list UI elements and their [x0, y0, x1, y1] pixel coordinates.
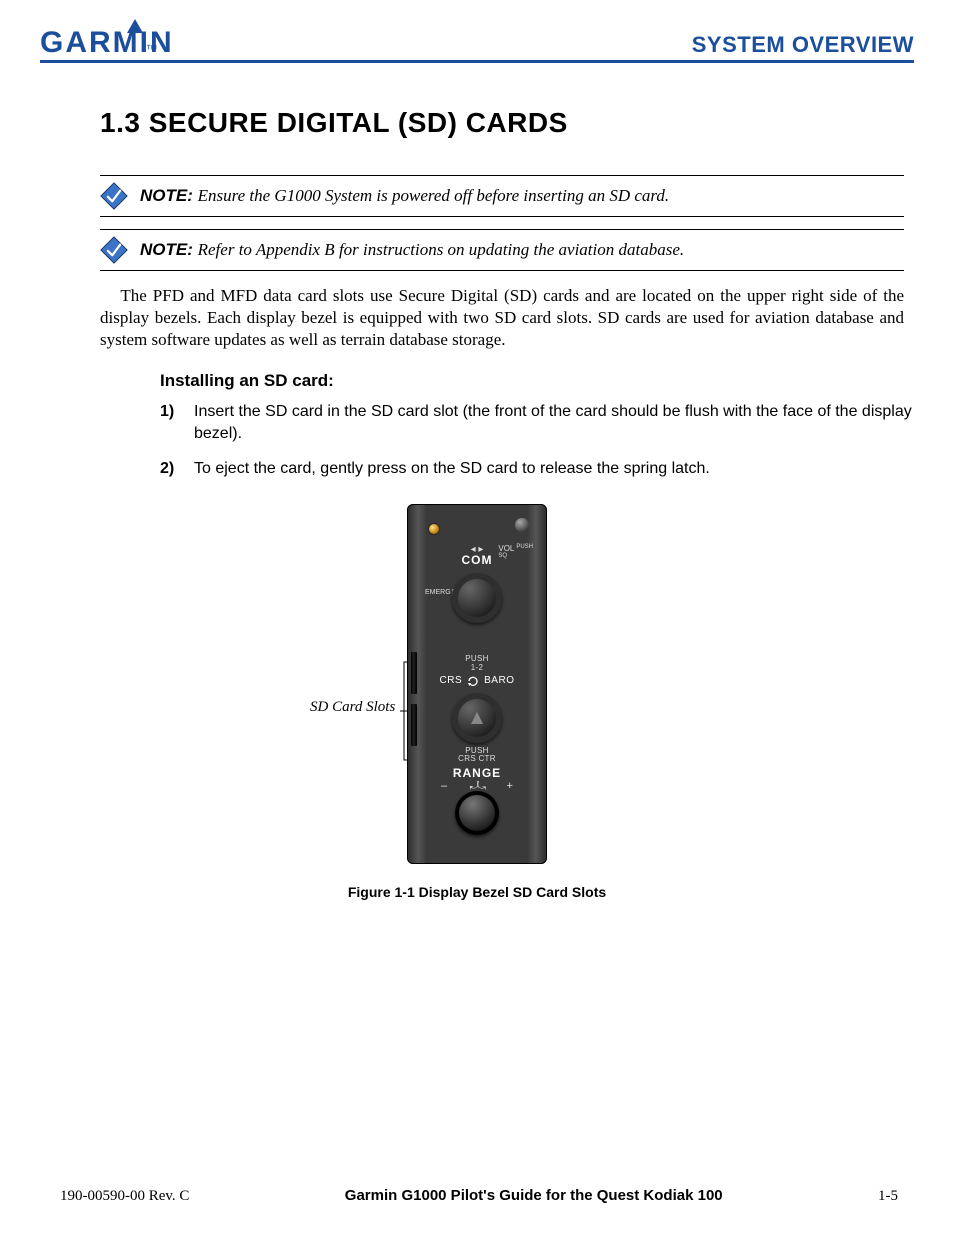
trademark-icon: ™ — [146, 42, 158, 56]
note-check-icon — [100, 182, 128, 210]
brand-logo: GARMIN ™ — [40, 28, 202, 58]
body-paragraph: The PFD and MFD data card slots use Secu… — [100, 285, 904, 351]
step-number: 1) — [160, 401, 180, 444]
plus-label: + — [507, 780, 513, 793]
push-crs-ctr-label: PUSH CRS CTR — [407, 747, 547, 765]
section-title: SECURE DIGITAL (SD) CARDS — [149, 107, 568, 138]
figure: SD Card Slots VOL PUSH SQ ◂ ▸ EMERG↕ COM… — [40, 504, 914, 864]
emerg-label: EMERG↕ — [425, 586, 455, 596]
minus-label: – — [441, 780, 447, 793]
note-text: NOTE: Ensure the G1000 System is powered… — [140, 186, 669, 206]
list-item: 2) To eject the card, gently press on th… — [160, 458, 914, 480]
vol-label: VOL PUSH SQ — [498, 544, 533, 562]
crs-text: CRS — [440, 675, 463, 686]
baro-text: BARO — [484, 675, 514, 686]
crs-baro-label: CRS BARO — [407, 675, 547, 687]
section-heading: 1.3 SECURE DIGITAL (SD) CARDS — [100, 107, 914, 139]
display-bezel-graphic: VOL PUSH SQ ◂ ▸ EMERG↕ COM PUSH 1-2 CRS … — [407, 504, 547, 864]
sd-slot-1 — [411, 652, 417, 694]
note-row: NOTE: Refer to Appendix B for instructio… — [100, 229, 904, 271]
range-joystick — [455, 791, 499, 835]
note-text: NOTE: Refer to Appendix B for instructio… — [140, 240, 684, 260]
range-label: RANGE — [407, 766, 547, 780]
note-row: NOTE: Ensure the G1000 System is powered… — [100, 175, 904, 217]
step-number: 2) — [160, 458, 180, 480]
note-body: Refer to Appendix B for instructions on … — [198, 240, 685, 259]
sync-icon — [466, 675, 480, 687]
install-heading: Installing an SD card: — [160, 371, 914, 391]
screw-icon — [515, 518, 529, 532]
note-body: Ensure the G1000 System is powered off b… — [198, 186, 670, 205]
footer-doc-rev: 190-00590-00 Rev. C — [60, 1188, 189, 1205]
note-check-icon — [100, 236, 128, 264]
step-text: Insert the SD card in the SD card slot (… — [194, 401, 914, 444]
sd-slot-2 — [411, 704, 417, 746]
emerg-text: EMERG — [425, 589, 451, 596]
figure-callout: SD Card Slots — [310, 699, 395, 716]
led-indicator — [429, 524, 439, 534]
footer-page-number: 1-5 — [878, 1188, 898, 1205]
note-block-2: NOTE: Refer to Appendix B for instructio… — [100, 229, 904, 271]
footer-title: Garmin G1000 Pilot's Guide for the Quest… — [345, 1187, 723, 1204]
page-footer: 190-00590-00 Rev. C Garmin G1000 Pilot's… — [60, 1187, 898, 1205]
crs-baro-knob — [452, 693, 502, 743]
vol-text: VOL — [498, 544, 514, 553]
note-block-1: NOTE: Ensure the G1000 System is powered… — [100, 175, 904, 217]
figure-caption: Figure 1-1 Display Bezel SD Card Slots — [40, 884, 914, 900]
brand-triangle-icon — [127, 19, 143, 38]
push-12-label: PUSH 1-2 — [407, 655, 547, 673]
note-label: NOTE: — [140, 186, 193, 205]
com-knob — [452, 573, 502, 623]
step-text: To eject the card, gently press on the S… — [194, 458, 710, 480]
install-steps: 1) Insert the SD card in the SD card slo… — [160, 401, 914, 480]
section-number: 1.3 — [100, 107, 140, 138]
header-section-title: SYSTEM OVERVIEW — [692, 32, 914, 58]
list-item: 1) Insert the SD card in the SD card slo… — [160, 401, 914, 444]
note-label: NOTE: — [140, 240, 193, 259]
page-header: GARMIN ™ SYSTEM OVERVIEW — [40, 28, 914, 63]
